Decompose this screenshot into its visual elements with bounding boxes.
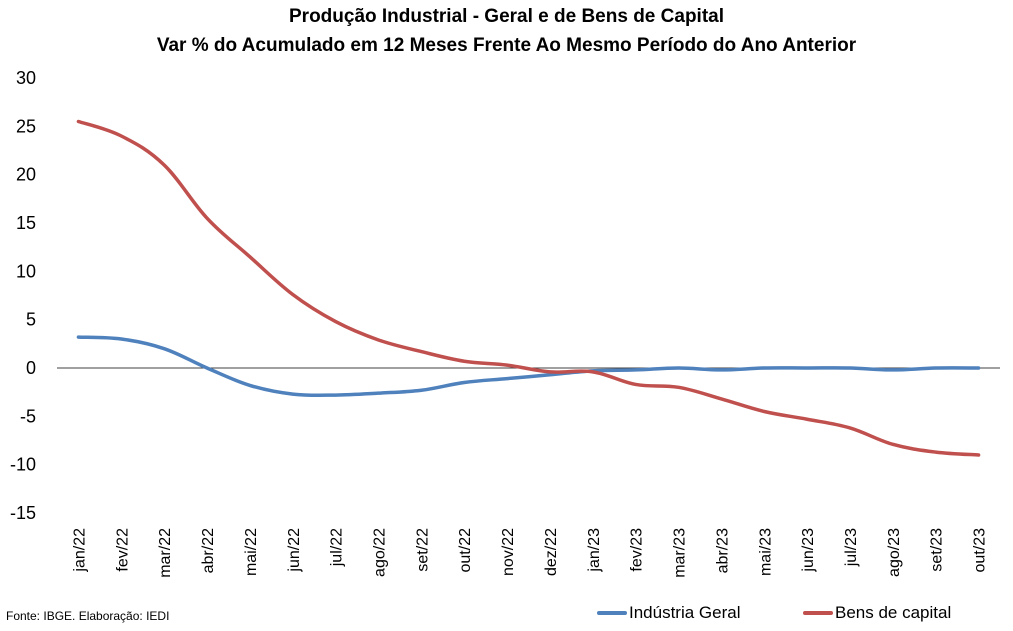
x-tick-label: jan/22	[71, 528, 88, 573]
x-tick-label: out/22	[457, 528, 474, 573]
y-tick-label: 20	[16, 165, 36, 185]
y-tick-label: 5	[26, 310, 36, 330]
y-tick-label: -10	[10, 455, 36, 475]
series-lines	[76, 119, 981, 457]
x-tick-label: set/22	[414, 528, 431, 572]
legend-label-bens-de-capital: Bens de capital	[835, 603, 952, 622]
x-tick-label: nov/22	[500, 528, 517, 576]
x-tick-label: abr/23	[714, 528, 731, 573]
x-tick-label: dez/22	[543, 528, 560, 576]
x-tick-label: jan/23	[586, 528, 603, 573]
x-tick-label: jul/23	[843, 528, 860, 567]
series-line-bens-de-capital	[76, 119, 981, 457]
x-tick-label: out/23	[972, 528, 989, 573]
x-tick-label: jul/22	[329, 528, 346, 567]
legend-swatch-industria-geral	[597, 611, 627, 615]
y-tick-label: -15	[10, 503, 36, 523]
x-tick-label: abr/22	[200, 528, 217, 573]
x-tick-label: mar/23	[672, 528, 689, 578]
y-tick-label: 0	[26, 358, 36, 378]
legend-swatch-bens-de-capital	[803, 611, 833, 615]
y-tick-label: -5	[20, 406, 36, 426]
legend-item-bens-de-capital: Bens de capital	[803, 601, 951, 625]
y-tick-label: 15	[16, 213, 36, 233]
chart-title: Produção Industrial - Geral e de Bens de…	[289, 6, 724, 27]
x-tick-label: mar/22	[157, 528, 174, 578]
x-tick-label: ago/22	[371, 528, 388, 577]
x-tick-label: fev/23	[629, 528, 646, 572]
x-tick-label: jun/22	[286, 528, 303, 573]
chart-subtitle: Var % do Acumulado em 12 Meses Frente Ao…	[156, 35, 857, 56]
y-tick-label: 10	[16, 261, 36, 281]
x-tick-label: fev/22	[114, 528, 131, 572]
x-tick-label: ago/23	[886, 528, 903, 577]
series-line-industria-geral	[76, 335, 981, 398]
x-tick-label: jun/23	[800, 528, 817, 573]
x-tick-label: mai/22	[243, 528, 260, 576]
y-tick-label: 30	[16, 68, 36, 88]
x-axis: jan/22 fev/22 mar/22 abr/22 mai/22 jun/22 jul/…	[71, 528, 988, 578]
x-tick-label: set/23	[929, 528, 946, 572]
x-tick-label: mai/23	[757, 528, 774, 576]
legend-item-industria-geral: Indústria Geral	[597, 601, 741, 625]
y-tick-label: 25	[16, 116, 36, 136]
y-axis: 30 25 20 15 10 5 0 -5 -10 -15	[10, 68, 36, 523]
legend-label-industria-geral: Indústria Geral	[629, 603, 741, 622]
source-note: Fonte: IBGE. Elaboração: IEDI	[6, 609, 170, 623]
